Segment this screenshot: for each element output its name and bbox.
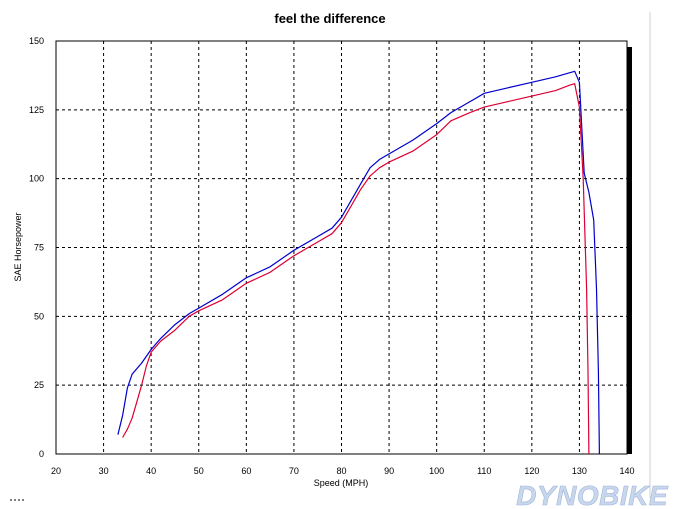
y-tick-label: 100 [29,174,44,184]
x-axis-label: Speed (MPH) [314,478,369,488]
y-tick-label: 150 [29,36,44,46]
grid-layer [56,41,627,454]
x-tick-label: 20 [51,466,61,476]
y-tick-label: 125 [29,105,44,115]
x-tick-labels: 20 30 40 50 60 70 80 90 100 110 120 130 140 [51,466,635,476]
x-tick-label: 120 [524,466,539,476]
chart-title: feel the difference [274,11,385,26]
x-tick-label: 110 [477,466,491,476]
x-tick-label: 50 [194,466,204,476]
dynobike-logo: DYNOBIKE [516,480,669,509]
y-tick-label: 0 [39,449,44,459]
series-line-1 [117,70,600,455]
x-tick-label: 90 [384,466,394,476]
x-tick-label: 130 [572,466,587,476]
series-layer [117,70,600,455]
y-tick-labels: 0 25 50 75 100 125 150 [29,36,44,459]
x-tick-label: 70 [289,466,299,476]
x-tick-label: 80 [336,466,346,476]
series-line-2 [122,83,590,455]
x-tick-label: 100 [429,466,444,476]
x-tick-label: 30 [99,466,109,476]
y-axis-label: SAE Horsepower [13,212,23,281]
x-tick-label: 40 [146,466,156,476]
x-tick-label: 60 [241,466,251,476]
x-tick-label: 140 [619,466,634,476]
y-tick-label: 75 [34,243,44,253]
plot-shadow-bar [627,47,632,454]
y-tick-label: 25 [34,380,44,390]
y-tick-label: 50 [34,311,44,321]
